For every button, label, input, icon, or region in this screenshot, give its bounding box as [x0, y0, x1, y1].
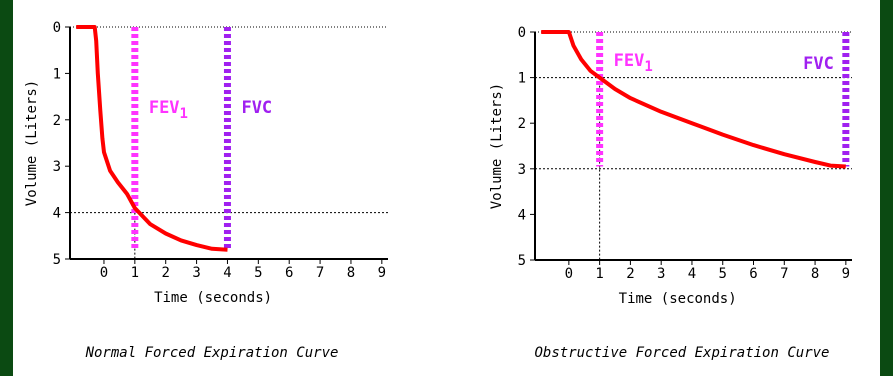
expiration-curve: [76, 25, 228, 252]
chart-caption: Obstructive Forced Expiration Curve: [534, 345, 829, 361]
y-tick-label: 2: [53, 113, 61, 129]
x-tick-label: 3: [657, 266, 665, 282]
x-tick-label: 6: [749, 266, 757, 282]
x-tick-label: 9: [842, 266, 850, 282]
x-tick-label: 5: [254, 265, 262, 281]
y-axis-title: Volume (Liters): [24, 80, 40, 206]
x-axis-title: Time (seconds): [154, 290, 272, 306]
y-axis-title: Volume (Liters): [489, 83, 505, 209]
x-tick-label: 8: [811, 266, 819, 282]
y-tick-label: 2: [518, 116, 526, 132]
y-tick-label: 4: [53, 206, 61, 222]
y-tick-label: 4: [518, 207, 526, 223]
x-tick-label: 5: [719, 266, 727, 282]
annotation-fev: FEV1: [614, 51, 653, 75]
chart-caption: Normal Forced Expiration Curve: [85, 345, 339, 361]
spirometry-figure: 0 1 2 3 4 5 0 1 2 3 4 5 6 7 8 9 Time (seconds) Volume (Li…: [24, 20, 852, 361]
x-tick-label: 0: [565, 266, 573, 282]
x-tick-label: 8: [347, 265, 355, 281]
x-tick-label: 3: [192, 265, 200, 281]
annotation-fev: FEV1: [149, 98, 188, 122]
y-tick-label: 5: [518, 253, 526, 269]
x-tick-label: 1: [131, 265, 139, 281]
figure-panel: 0 1 2 3 4 5 0 1 2 3 4 5 6 7 8 9 Time (seconds) Volume (Li…: [13, 0, 880, 376]
x-tick-label: 4: [223, 265, 231, 281]
chart-1: 0 1 2 3 4 5 0 1 2 3 4 5 6 7 8 9 Time (seconds) Volume (Li…: [24, 20, 388, 361]
x-tick-label: 7: [780, 266, 788, 282]
y-tick-label: 0: [53, 20, 61, 36]
x-tick-label: 0: [100, 265, 108, 281]
y-tick-label: 3: [518, 162, 526, 178]
x-tick-label: 2: [161, 265, 169, 281]
y-tick-label: 1: [518, 71, 526, 87]
x-tick-label: 6: [285, 265, 293, 281]
y-tick-label: 3: [53, 159, 61, 175]
annotation-fvc: FVC: [241, 98, 272, 118]
x-tick-label: 7: [316, 265, 324, 281]
expiration-curve: [541, 30, 846, 169]
x-tick-label: 1: [595, 266, 603, 282]
chart-2: 0 1 2 3 4 5 0 1 2 3 4 5 6 7 8 9 Time (seconds) Volume (Li…: [489, 25, 852, 361]
x-tick-label: 4: [688, 266, 696, 282]
x-tick-label: 9: [378, 265, 386, 281]
x-axis-title: Time (seconds): [619, 291, 737, 307]
y-tick-label: 5: [53, 252, 61, 268]
x-tick-label: 2: [626, 266, 634, 282]
y-tick-label: 0: [518, 25, 526, 41]
y-tick-label: 1: [53, 66, 61, 82]
annotation-fvc: FVC: [803, 54, 834, 74]
